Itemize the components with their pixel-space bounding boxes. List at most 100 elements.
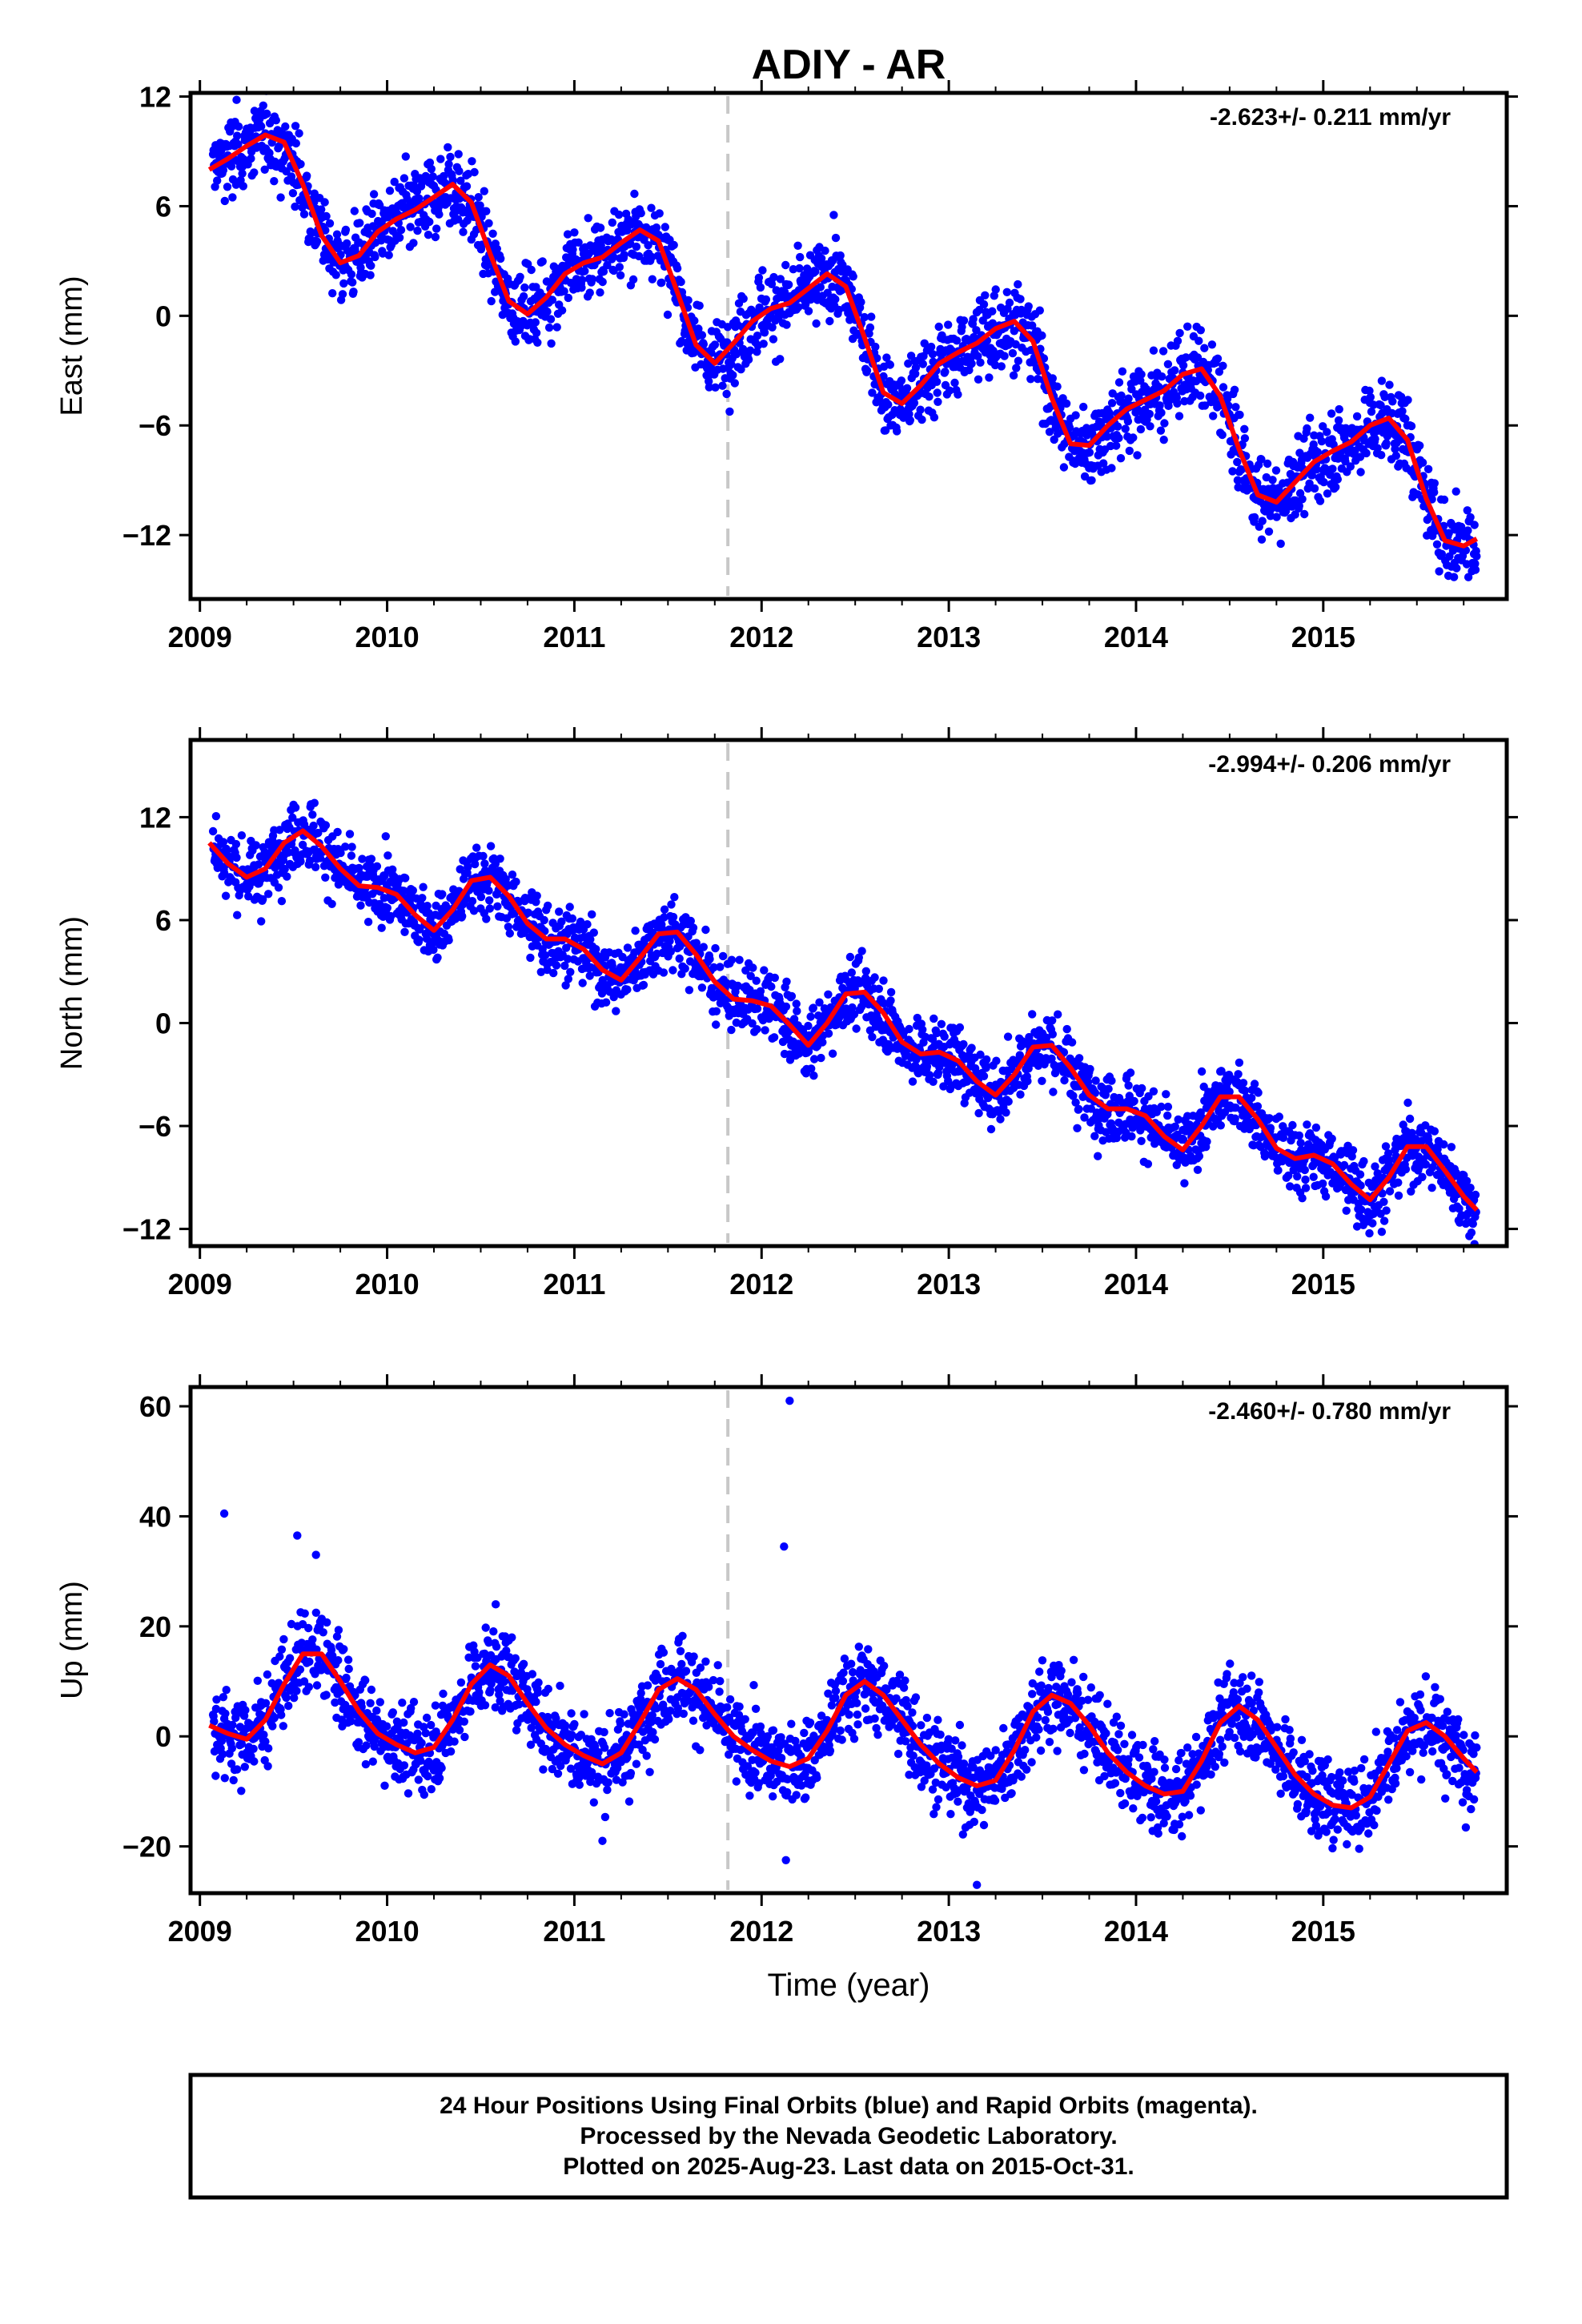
data-point (641, 223, 651, 232)
data-point (974, 1108, 983, 1118)
data-point (1173, 399, 1182, 408)
data-point (1371, 434, 1379, 444)
data-point (614, 210, 624, 219)
plot-frame (188, 90, 1509, 601)
data-point (937, 1019, 946, 1029)
data-point (1133, 451, 1142, 460)
data-point (821, 246, 829, 255)
data-point (453, 215, 463, 224)
data-point (776, 355, 785, 364)
data-point (920, 339, 929, 348)
data-point (589, 928, 598, 937)
data-point (1310, 484, 1319, 493)
data-point (798, 1027, 808, 1036)
data-point (1104, 1084, 1113, 1093)
data-point (1391, 451, 1401, 460)
data-point (974, 352, 982, 360)
data-point (930, 413, 939, 422)
x-tick-label: 2012 (729, 621, 793, 653)
data-point (213, 176, 222, 185)
data-point (1218, 430, 1227, 440)
x-tick-label: 2012 (729, 1268, 793, 1301)
data-point (639, 980, 648, 990)
data-point (341, 225, 351, 235)
data-point (237, 1787, 246, 1795)
data-point (1250, 1080, 1259, 1088)
data-point (1009, 371, 1018, 380)
data-point (363, 918, 373, 927)
x-tick-label: 2013 (917, 1268, 981, 1301)
data-point (860, 312, 869, 322)
data-point (1203, 1137, 1211, 1146)
data-point (320, 198, 329, 207)
data-point (737, 365, 745, 374)
y-tick-label: −12 (122, 1213, 171, 1246)
data-point (615, 263, 624, 271)
data-point (1028, 321, 1037, 330)
data-point (333, 827, 342, 837)
data-point (1466, 1184, 1475, 1192)
data-point (785, 1055, 795, 1064)
data-point (831, 295, 840, 304)
data-point (344, 1664, 353, 1674)
data-point (1295, 448, 1304, 457)
data-point (1291, 510, 1299, 519)
data-point (1086, 1064, 1094, 1074)
data-point (695, 301, 704, 310)
data-point (512, 877, 520, 887)
data-point (1274, 1166, 1283, 1175)
data-point (1138, 1084, 1146, 1093)
data-point (776, 275, 785, 283)
data-point (348, 278, 357, 287)
data-point (807, 1064, 816, 1073)
data-point (264, 1744, 273, 1753)
data-point (1439, 495, 1449, 505)
data-point (1321, 1192, 1331, 1201)
data-point (911, 363, 921, 372)
data-point (849, 272, 857, 281)
data-point (1191, 376, 1201, 386)
data-point (793, 241, 802, 250)
y-axis-label: East (mm) (55, 275, 89, 416)
data-point (347, 270, 356, 279)
data-point (861, 967, 871, 976)
data-point (274, 883, 283, 892)
data-point (1090, 1132, 1099, 1140)
data-point (221, 891, 231, 900)
data-point (925, 1071, 934, 1080)
data-point (219, 166, 228, 175)
data-point (754, 273, 764, 282)
data-point (1195, 336, 1203, 345)
data-point (902, 384, 912, 392)
data-point (1160, 419, 1169, 428)
data-point (824, 1029, 833, 1038)
data-point (282, 167, 291, 176)
data-point (1415, 441, 1424, 450)
y-axis-label: North (mm) (55, 916, 89, 1070)
data-point (468, 897, 477, 906)
data-point (317, 205, 326, 214)
data-point (592, 945, 600, 954)
data-point (1395, 435, 1405, 444)
data-point (694, 324, 703, 333)
data-point (1225, 1088, 1234, 1096)
data-point (486, 842, 496, 850)
data-point (685, 986, 694, 995)
data-point (1048, 1030, 1058, 1039)
data-point (1145, 409, 1154, 419)
data-point (1385, 1156, 1394, 1165)
data-point (831, 233, 841, 243)
data-point (1293, 1172, 1302, 1181)
data-point (1471, 559, 1480, 569)
data-point (1083, 1078, 1093, 1087)
data-point (462, 182, 472, 191)
data-point (440, 171, 448, 181)
data-point (712, 1007, 721, 1016)
data-point (259, 895, 267, 904)
data-point (1023, 1076, 1032, 1086)
data-point (296, 159, 305, 169)
data-point (699, 943, 708, 951)
data-point (1467, 1228, 1476, 1237)
data-point (291, 803, 300, 812)
